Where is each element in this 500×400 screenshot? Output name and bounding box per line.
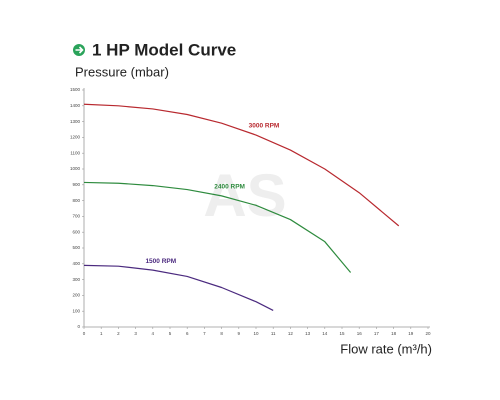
x-tick-label: 16 [357,331,363,336]
y-tick-label: 900 [72,182,80,187]
y-tick-label: 800 [72,198,80,203]
y-axis-label: Pressure (mbar) [75,64,169,79]
series-label: 2400 RPM [214,184,245,191]
y-tick-label: 200 [72,293,80,298]
x-tick-label: 20 [425,331,431,336]
x-tick-label: 3 [134,331,137,336]
x-tick-label: 13 [305,331,311,336]
x-tick-label: 5 [169,331,172,336]
x-tick-label: 14 [322,331,328,336]
series-label: 1500 RPM [145,258,176,265]
y-tick-label: 600 [72,229,80,234]
y-tick-label: 100 [72,308,80,313]
x-axis-label: Flow rate (m³/h) [340,341,432,356]
x-tick-label: 8 [220,331,223,336]
y-tick-label: 1500 [70,87,81,92]
x-tick-label: 0 [83,331,86,336]
x-tick-label: 18 [391,331,397,336]
x-tick-label: 15 [339,331,345,336]
y-tick-label: 1000 [70,166,81,171]
y-tick-label: 0 [77,324,80,329]
x-tick-label: 17 [374,331,380,336]
y-tick-label: 500 [72,245,80,250]
chart-title: 1 HP Model Curve [92,40,236,59]
title-icon-arrow [75,46,84,54]
x-tick-label: 4 [152,331,155,336]
y-tick-label: 1400 [70,103,81,108]
x-tick-label: 6 [186,331,189,336]
y-tick-label: 300 [72,277,80,282]
series-line [83,181,352,273]
series-line [83,103,400,227]
x-tick-label: 7 [203,331,206,336]
y-tick-label: 1200 [70,135,81,140]
x-tick-label: 9 [238,331,241,336]
y-tick-label: 1100 [70,150,80,155]
series-label: 3000 RPM [249,123,280,130]
x-tick-label: 11 [271,331,276,336]
x-tick-label: 12 [288,331,294,336]
x-tick-label: 10 [253,331,259,336]
series-line [83,264,274,311]
x-tick-label: 19 [408,331,414,336]
x-tick-label: 2 [117,331,120,336]
y-tick-label: 700 [72,214,80,219]
x-tick-label: 1 [100,331,103,336]
y-tick-label: 400 [72,261,80,266]
y-tick-label: 1300 [70,119,81,124]
